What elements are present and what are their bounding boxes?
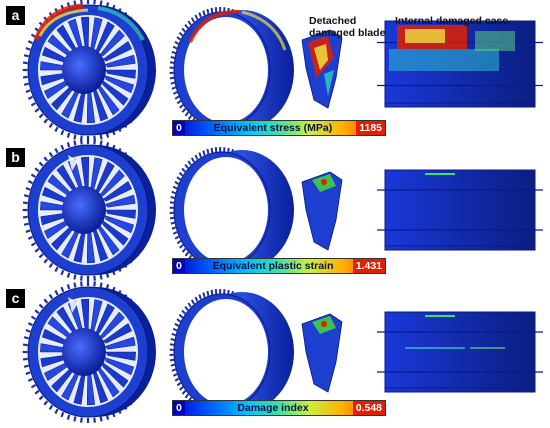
- colorbar-plastic-strain-max: 1.431: [353, 259, 385, 273]
- caption-detached-blade: Detached damaged blade: [309, 15, 389, 39]
- fan-hub-b: [62, 186, 106, 234]
- internal-case-a: [377, 21, 543, 107]
- fan-hub-c: [62, 328, 106, 376]
- case-ring-c: [170, 289, 294, 414]
- internal-case-band-a: [389, 49, 499, 71]
- colorbar-stress-min: 0: [173, 121, 185, 135]
- detached-blade-a: [302, 30, 342, 108]
- colorbar-plastic-strain-title: Equivalent plastic strain: [201, 259, 345, 273]
- fan-assembly-c: [23, 281, 156, 423]
- case-ring-b: [170, 147, 294, 272]
- colorbar-stress: 0 Equivalent stress (MPa) 1185: [172, 120, 386, 136]
- colorbar-damage-index-max: 0.548: [353, 401, 385, 415]
- panel-label-a: a: [6, 6, 25, 25]
- internal-case-band2-a: [475, 31, 515, 51]
- colorbar-plastic-strain-min: 0: [173, 259, 185, 273]
- colorbar-damage-index-min: 0: [173, 401, 185, 415]
- detached-blade-c: [302, 314, 342, 392]
- detached-blade-damage-peak-c: [321, 321, 327, 327]
- internal-case-b: [377, 170, 543, 250]
- internal-case-panel-b: [385, 170, 535, 250]
- panel-label-c: c: [6, 289, 25, 308]
- fan-hub-a: [62, 46, 106, 94]
- colorbar-stress-max: 1185: [356, 121, 385, 135]
- colorbar-damage-index-title: Damage index: [201, 401, 345, 415]
- detached-blade-damage-peak-b: [321, 179, 327, 185]
- internal-case-peak-a: [405, 29, 445, 43]
- fan-assembly-b: [23, 139, 156, 281]
- detached-blade-b: [302, 172, 342, 250]
- colorbar-damage-index: 0 Damage index 0.548: [172, 400, 386, 416]
- internal-case-c: [377, 312, 543, 392]
- colorbar-stress-title: Equivalent stress (MPa): [201, 121, 345, 135]
- fan-assembly-a: [23, 0, 156, 141]
- caption-internal-case: Internal damaged case: [395, 15, 545, 27]
- panel-label-b: b: [6, 148, 25, 167]
- internal-case-panel-c: [385, 312, 535, 392]
- case-ring-bore-c: [184, 299, 268, 405]
- case-ring-bore-b: [184, 157, 268, 263]
- colorbar-plastic-strain: 0 Equivalent plastic strain 1.431: [172, 258, 386, 274]
- case-ring-a: [170, 7, 294, 132]
